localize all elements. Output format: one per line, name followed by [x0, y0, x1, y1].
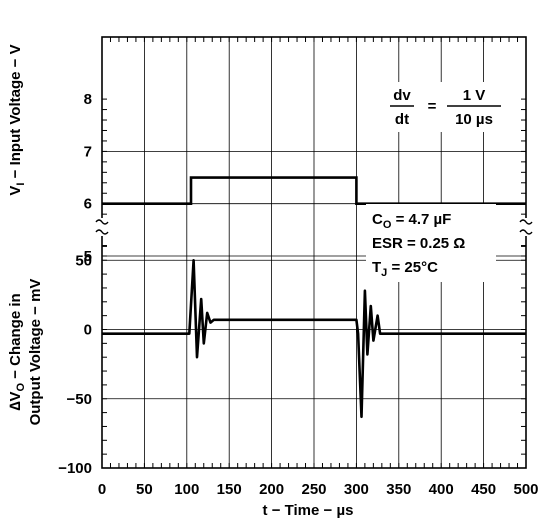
output-voltage-change-series — [102, 259, 526, 419]
x-tick-label: 500 — [513, 481, 538, 498]
conditions-annotation: CO = 4.7 µF ESR = 0.25 Ω TJ = 25°C — [366, 204, 496, 282]
bottom-y-tick-labels: −100 −50 0 50 — [58, 252, 92, 477]
y-tick-label: 8 — [84, 91, 92, 108]
top-y-axis-title: VI − Input Voltage − V — [7, 44, 27, 195]
tj-label: TJ = 25°C — [372, 259, 438, 279]
annot-num-left: dv — [393, 87, 411, 104]
x-tick-labels: 0 50 100 150 200 250 300 350 400 450 500 — [98, 481, 539, 498]
y-tick-label: 7 — [84, 143, 92, 160]
x-tick-label: 0 — [98, 481, 106, 498]
annot-num-right: 1 V — [463, 87, 486, 104]
x-tick-label: 450 — [471, 481, 496, 498]
esr-label: ESR = 0.25 Ω — [372, 235, 465, 252]
axis-break-left — [95, 218, 109, 236]
x-tick-label: 100 — [174, 481, 199, 498]
annot-den-right: 10 µs — [455, 111, 493, 128]
slew-rate-annotation: dv dt = 1 V 10 µs — [382, 82, 506, 132]
annot-den-left: dt — [395, 111, 409, 128]
bottom-y-axis-title-line1: ∆VO − Change in — [7, 293, 27, 410]
x-axis-title: t − Time − µs — [263, 502, 354, 519]
y-tick-label: 5 — [84, 248, 92, 265]
y-tick-label: −50 — [67, 391, 92, 408]
x-tick-label: 200 — [259, 481, 284, 498]
x-tick-label: 50 — [136, 481, 153, 498]
x-tick-label: 300 — [344, 481, 369, 498]
plot-frame — [101, 36, 527, 469]
top-y-tick-labels: 5 6 7 8 — [84, 91, 92, 265]
y-tick-label: 50 — [75, 252, 92, 269]
x-tick-label: 350 — [386, 481, 411, 498]
annot-equals: = — [428, 98, 437, 115]
y-tick-label: 0 — [84, 322, 92, 339]
co-label: CO = 4.7 µF — [372, 211, 451, 231]
x-tick-label: 400 — [429, 481, 454, 498]
y-tick-label: 6 — [84, 196, 92, 213]
bottom-y-axis-title-line2: Output Voltage − mV — [27, 279, 44, 426]
x-tick-label: 250 — [301, 481, 326, 498]
y-tick-label: −100 — [58, 460, 92, 477]
x-tick-label: 150 — [217, 481, 242, 498]
axis-break-right — [519, 218, 533, 236]
input-voltage-series — [102, 176, 526, 205]
